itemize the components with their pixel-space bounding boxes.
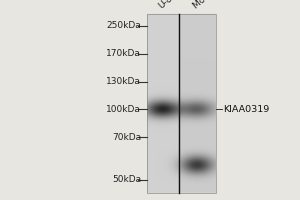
Text: 170kDa: 170kDa: [106, 49, 141, 58]
Text: U-87MG: U-87MG: [157, 0, 190, 11]
Text: Mouse brain: Mouse brain: [192, 0, 240, 11]
Text: 130kDa: 130kDa: [106, 77, 141, 86]
Text: 250kDa: 250kDa: [106, 21, 141, 30]
Text: 100kDa: 100kDa: [106, 104, 141, 114]
Text: 50kDa: 50kDa: [112, 176, 141, 184]
Text: KIAA0319: KIAA0319: [224, 104, 270, 114]
Bar: [147, 14, 216, 193]
Text: 70kDa: 70kDa: [112, 132, 141, 142]
